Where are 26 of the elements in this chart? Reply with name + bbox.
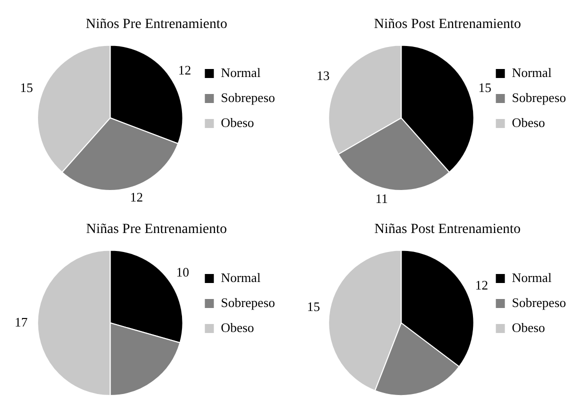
legend-label: Sobrepeso <box>512 294 566 310</box>
legend-label: Normal <box>220 270 261 285</box>
data-label: 10 <box>176 264 190 280</box>
legend-label: Obeso <box>512 114 546 130</box>
legend-label: Normal <box>220 64 261 80</box>
data-label: 12 <box>475 278 488 293</box>
legend-label: Sobrepeso <box>220 90 276 105</box>
data-label: 12 <box>130 190 143 205</box>
data-label: 17 <box>14 314 28 330</box>
data-label: 15 <box>306 299 320 314</box>
data-label: 13 <box>316 68 330 84</box>
legend-label: Obeso <box>512 320 546 335</box>
legend-label: Normal <box>512 270 552 285</box>
data-label: 15 <box>20 80 33 96</box>
legend-label: Obeso <box>220 320 254 335</box>
legend-label: Sobrepeso <box>512 90 566 105</box>
data-label: 15 <box>478 80 492 96</box>
data-label: 11 <box>375 190 388 206</box>
chart-title: Niños Post Entrenamiento <box>374 17 521 32</box>
chart-title: Niños Pre Entrenamiento <box>86 17 228 32</box>
data-label: 12 <box>178 62 192 78</box>
legend-label: Sobrepeso <box>220 294 276 310</box>
chart-title: Niñas Pre Entrenamiento <box>86 222 227 238</box>
chart-title: Niñas Post Entrenamiento <box>374 222 521 238</box>
legend-label: Normal <box>512 64 552 80</box>
legend-label: Obeso <box>220 114 254 130</box>
